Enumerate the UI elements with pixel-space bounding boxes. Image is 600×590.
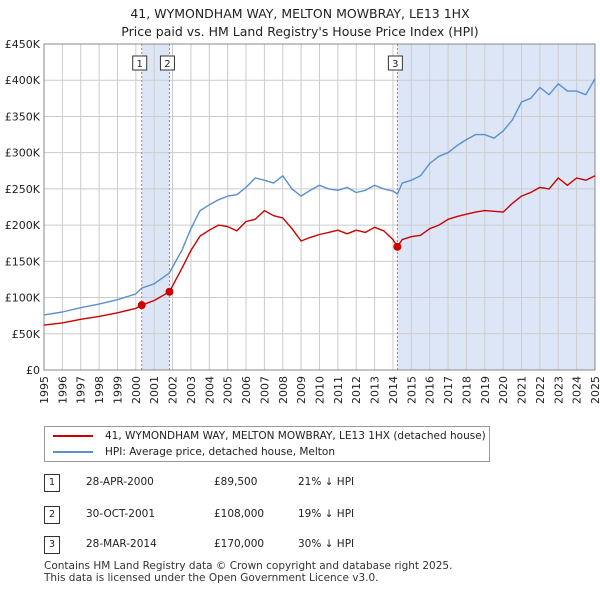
x-tick-label: 2013 bbox=[369, 376, 382, 404]
x-tick-label: 2018 bbox=[460, 376, 473, 404]
x-tick-label: 2010 bbox=[314, 376, 327, 404]
price-chart: £0 £50K £100K £150K £200K £250K £300K £350K £400… bbox=[5, 38, 600, 404]
x-tick-label: 1997 bbox=[75, 376, 88, 404]
x-tick-label: 2002 bbox=[167, 376, 180, 404]
sale-row: 3 28-MAR-2014 £170,000 30% ↓ HPI bbox=[44, 536, 444, 554]
x-tick-label: 2008 bbox=[277, 376, 290, 404]
sale-date: 30-OCT-2001 bbox=[86, 508, 155, 520]
y-tick-label: £100K bbox=[5, 292, 41, 305]
sale-label-box: 1 bbox=[132, 55, 148, 71]
sale-label-number: 1 bbox=[137, 59, 143, 70]
x-tick-label: 2001 bbox=[148, 376, 161, 404]
x-tick-label: 1999 bbox=[111, 376, 124, 404]
x-tick-label: 2015 bbox=[405, 376, 418, 404]
x-tick-label: 2006 bbox=[240, 376, 253, 404]
footer-attribution: Contains HM Land Registry data © Crown c… bbox=[44, 560, 452, 584]
sale-label-box: 2 bbox=[159, 55, 175, 71]
y-tick-label: £450K bbox=[5, 38, 41, 51]
x-tick-label: 1996 bbox=[56, 376, 69, 404]
x-tick-label: 2012 bbox=[350, 376, 363, 404]
x-tick-label: 2003 bbox=[185, 376, 198, 404]
x-tick-label: 2011 bbox=[332, 376, 345, 404]
sale-number-badge: 2 bbox=[44, 506, 60, 524]
sale-label-box: 3 bbox=[387, 55, 403, 71]
y-tick-label: £300K bbox=[5, 147, 41, 160]
sale-date: 28-APR-2000 bbox=[86, 476, 154, 488]
sale-row: 2 30-OCT-2001 £108,000 19% ↓ HPI bbox=[44, 506, 444, 524]
footer-line2: This data is licensed under the Open Gov… bbox=[44, 572, 379, 584]
sale-price: £89,500 bbox=[214, 476, 258, 488]
sale-price: £108,000 bbox=[214, 508, 265, 520]
legend-item-property: 41, WYMONDHAM WAY, MELTON MOWBRAY, LE13 … bbox=[53, 429, 486, 443]
x-tick-label: 2005 bbox=[222, 376, 235, 404]
sale-label-number: 3 bbox=[392, 59, 398, 70]
footer-line1: Contains HM Land Registry data © Crown c… bbox=[44, 560, 453, 572]
sale-label-box-border bbox=[387, 55, 403, 71]
y-tick-label: £200K bbox=[5, 219, 41, 232]
sale-hpi-diff: 21% ↓ HPI bbox=[298, 476, 355, 488]
x-tick-label: 2020 bbox=[497, 376, 510, 404]
x-tick-label: 2021 bbox=[516, 376, 529, 404]
chart-title-line1: 41, WYMONDHAM WAY, MELTON MOWBRAY, LE13 … bbox=[130, 6, 470, 21]
sale-label-number: 2 bbox=[164, 59, 170, 70]
series-line-hpi bbox=[43, 78, 596, 316]
legend-label-hpi: HPI: Average price, detached house, Melt… bbox=[105, 446, 336, 458]
x-tick-label: 2022 bbox=[534, 376, 547, 404]
sale-number-badge: 3 bbox=[44, 536, 60, 554]
x-tick-label: 1995 bbox=[38, 376, 51, 404]
sale-price: £170,000 bbox=[214, 538, 265, 550]
chart-title-line2: Price paid vs. HM Land Registry's House … bbox=[121, 24, 479, 39]
y-tick-label: £250K bbox=[5, 183, 41, 196]
y-tick-label: £350K bbox=[5, 110, 41, 123]
shaded-range bbox=[141, 44, 170, 370]
shaded-range bbox=[397, 44, 595, 370]
plot-frame bbox=[43, 43, 596, 371]
y-tick-label: £400K bbox=[5, 74, 41, 87]
sale-label-box-border bbox=[132, 55, 148, 71]
y-tick-label: £0 bbox=[26, 364, 40, 377]
sale-point bbox=[165, 287, 174, 296]
x-tick-label: 2017 bbox=[442, 376, 455, 404]
x-tick-label: 1998 bbox=[93, 376, 106, 404]
x-tick-label: 2019 bbox=[479, 376, 492, 404]
x-tick-label: 2009 bbox=[295, 376, 308, 404]
x-tick-label: 2000 bbox=[130, 376, 143, 404]
series-line-property bbox=[43, 175, 596, 326]
sale-point bbox=[393, 242, 402, 251]
sale-number-badge: 1 bbox=[44, 474, 60, 492]
x-tick-label: 2014 bbox=[387, 376, 400, 404]
sale-row: 1 28-APR-2000 £89,500 21% ↓ HPI bbox=[44, 474, 444, 492]
sale-hpi-diff: 30% ↓ HPI bbox=[298, 538, 355, 550]
y-tick-label: £150K bbox=[5, 255, 41, 268]
legend-label-property: 41, WYMONDHAM WAY, MELTON MOWBRAY, LE13 … bbox=[105, 430, 486, 442]
x-tick-label: 2024 bbox=[571, 376, 584, 404]
sale-point bbox=[137, 301, 146, 310]
sale-hpi-diff: 19% ↓ HPI bbox=[298, 508, 355, 520]
sale-date: 28-MAR-2014 bbox=[86, 538, 157, 550]
legend-swatch-property bbox=[53, 435, 93, 437]
chart-legend: 41, WYMONDHAM WAY, MELTON MOWBRAY, LE13 … bbox=[44, 426, 490, 462]
y-tick-label: £50K bbox=[12, 328, 41, 341]
x-tick-label: 2016 bbox=[424, 376, 437, 404]
legend-item-hpi: HPI: Average price, detached house, Melt… bbox=[53, 445, 335, 459]
x-tick-label: 2007 bbox=[258, 376, 271, 404]
x-tick-label: 2025 bbox=[589, 376, 600, 404]
sale-label-box-border bbox=[159, 55, 175, 71]
legend-swatch-hpi bbox=[53, 451, 93, 453]
x-tick-label: 2023 bbox=[552, 376, 565, 404]
x-tick-label: 2004 bbox=[203, 376, 216, 404]
